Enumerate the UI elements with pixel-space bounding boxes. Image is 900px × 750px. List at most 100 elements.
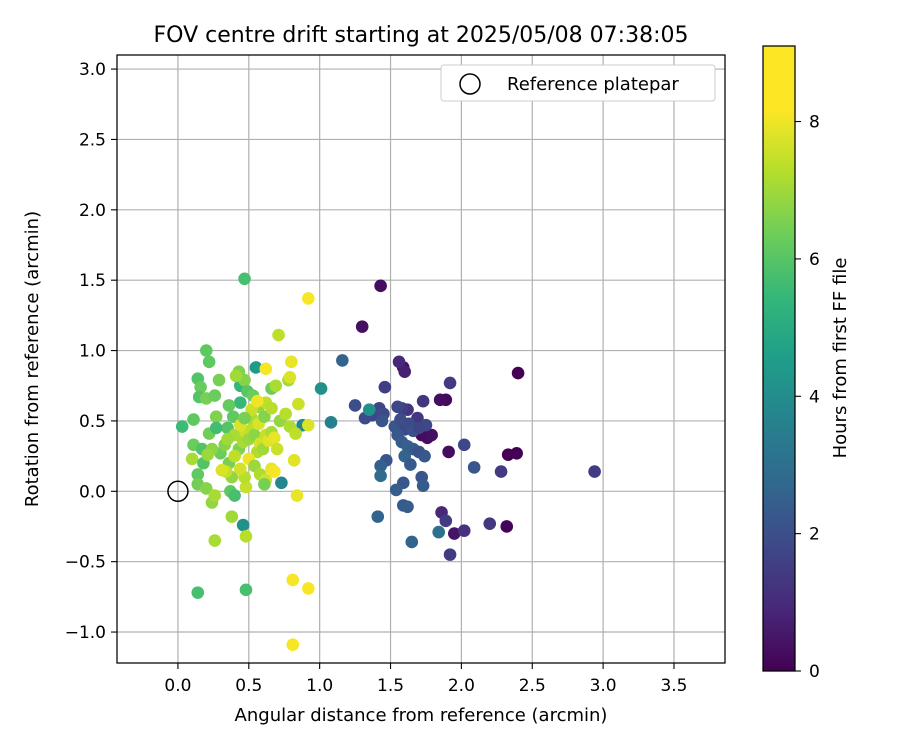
colorbar-gradient bbox=[762, 45, 796, 672]
colorbar-label: Hours from first FF file bbox=[830, 258, 851, 459]
data-point bbox=[416, 479, 430, 492]
data-point bbox=[588, 465, 601, 478]
legend-reference-marker bbox=[459, 73, 481, 95]
data-point bbox=[374, 469, 387, 483]
data-point bbox=[389, 483, 403, 497]
data-point bbox=[324, 416, 338, 429]
data-point bbox=[209, 410, 223, 424]
data-point bbox=[457, 438, 471, 452]
y-tick-label: 2.5 bbox=[79, 130, 106, 150]
legend-frame bbox=[440, 64, 716, 102]
data-point bbox=[208, 534, 222, 547]
data-point bbox=[500, 520, 514, 533]
data-point bbox=[208, 489, 222, 502]
data-point bbox=[405, 535, 419, 549]
y-axis-label: Rotation from reference (arcmin) bbox=[22, 211, 43, 507]
data-point bbox=[268, 431, 281, 445]
y-tick-label: 3.0 bbox=[79, 60, 106, 80]
data-point bbox=[448, 527, 461, 540]
colorbar-tick-label: 8 bbox=[809, 113, 820, 133]
data-point bbox=[439, 514, 453, 528]
y-tick-label: −1.0 bbox=[65, 623, 106, 643]
data-point bbox=[238, 411, 251, 425]
data-point bbox=[201, 448, 215, 462]
data-point bbox=[443, 376, 457, 390]
data-point bbox=[202, 355, 216, 369]
data-point bbox=[302, 418, 315, 432]
data-point bbox=[433, 393, 447, 407]
chart-title: FOV centre drift starting at 2025/05/08 … bbox=[154, 23, 689, 48]
plot-frame bbox=[116, 54, 726, 664]
data-point bbox=[238, 272, 251, 286]
x-tick-label: 1.5 bbox=[377, 676, 404, 696]
data-point bbox=[251, 394, 264, 408]
data-point bbox=[483, 517, 497, 530]
data-point bbox=[398, 365, 412, 378]
data-point bbox=[375, 414, 389, 428]
data-point bbox=[290, 489, 304, 502]
legend: Reference platepar bbox=[440, 64, 716, 102]
x-tick-label: 0.0 bbox=[164, 676, 191, 696]
data-point bbox=[355, 320, 369, 333]
x-axis-label: Angular distance from reference (arcmin) bbox=[235, 705, 608, 726]
x-tick-label: 2.0 bbox=[448, 676, 475, 696]
scatter-points bbox=[175, 272, 601, 652]
data-point bbox=[236, 518, 250, 532]
reference-platepar-marker bbox=[167, 480, 189, 503]
data-point bbox=[336, 354, 349, 367]
data-point bbox=[191, 586, 205, 599]
x-tick-label: 0.5 bbox=[235, 676, 262, 696]
data-point bbox=[404, 458, 417, 471]
data-point bbox=[391, 400, 404, 414]
data-point bbox=[419, 418, 433, 432]
data-point bbox=[228, 449, 241, 463]
data-point bbox=[362, 403, 376, 416]
data-point bbox=[269, 379, 283, 393]
data-point bbox=[249, 361, 263, 374]
data-point bbox=[239, 530, 253, 543]
data-point bbox=[285, 355, 298, 369]
legend-entry-label: Reference platepar bbox=[507, 74, 679, 95]
data-point bbox=[348, 399, 362, 412]
data-point bbox=[283, 370, 297, 384]
data-point bbox=[221, 432, 234, 446]
data-point bbox=[199, 344, 213, 357]
data-point bbox=[418, 449, 431, 463]
y-tick-label: −0.5 bbox=[65, 553, 106, 573]
data-point bbox=[511, 366, 525, 380]
x-tick-label: 3.5 bbox=[660, 676, 687, 696]
data-point bbox=[432, 525, 446, 539]
x-tick-label: 3.0 bbox=[590, 676, 617, 696]
data-point bbox=[185, 452, 199, 466]
y-tick-label: 1.5 bbox=[79, 271, 106, 291]
data-point bbox=[501, 448, 515, 462]
data-point bbox=[268, 465, 281, 478]
data-point bbox=[287, 454, 301, 467]
x-tick-label: 2.5 bbox=[519, 676, 546, 696]
y-tick-label: 0.5 bbox=[79, 412, 106, 432]
data-point bbox=[209, 421, 223, 435]
colorbar-tick-label: 6 bbox=[809, 250, 820, 270]
data-point bbox=[272, 328, 285, 342]
colorbar-ticks: 0 2 4 6 8 bbox=[795, 113, 820, 682]
x-tick-label: 1.0 bbox=[306, 676, 333, 696]
data-point bbox=[314, 382, 328, 395]
colorbar-tick-label: 4 bbox=[809, 387, 820, 407]
data-point bbox=[239, 583, 253, 597]
y-tick-label: 0.0 bbox=[79, 482, 106, 502]
data-point bbox=[212, 373, 226, 387]
data-point bbox=[292, 397, 305, 411]
data-point bbox=[286, 573, 300, 587]
data-point bbox=[191, 468, 205, 481]
colorbar: 0 2 4 6 8 Hours from first FF file bbox=[762, 45, 851, 682]
data-point bbox=[442, 445, 455, 459]
data-point bbox=[494, 465, 508, 478]
data-point bbox=[199, 482, 213, 495]
data-point bbox=[371, 510, 385, 523]
x-axis-ticks: 0.0 0.5 1.0 1.5 2.0 2.5 3.0 3.5 bbox=[164, 663, 688, 696]
data-point bbox=[425, 428, 438, 442]
data-point bbox=[457, 524, 471, 538]
data-point bbox=[374, 459, 387, 473]
data-point bbox=[289, 427, 302, 440]
